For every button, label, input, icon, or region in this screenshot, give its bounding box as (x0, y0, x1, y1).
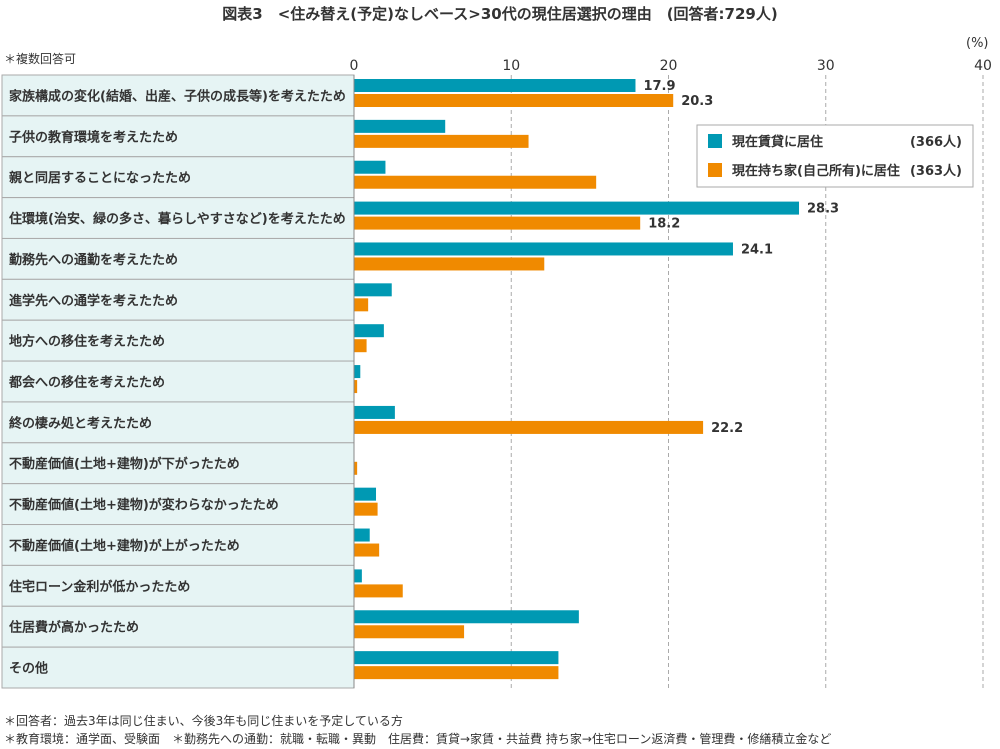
legend-count: (366人) (910, 134, 962, 150)
unit-label: (%) (966, 36, 989, 51)
bar-rental (354, 242, 733, 256)
category-label: 住環境(治安、緑の多さ、暮らしやすさなど)を考えたため (9, 211, 346, 227)
bar-owned (354, 625, 465, 639)
legend-label: 現在持ち家(自己所有)に居住 (732, 163, 900, 179)
category-label: 住居費が高かったため (9, 620, 139, 636)
bar-rental (354, 569, 362, 583)
category-cell (1, 401, 355, 444)
bar-owned (354, 216, 641, 230)
bar-owned (354, 257, 545, 271)
category-cell (1, 197, 355, 239)
category-label: 終の棲み処と考えたため (9, 415, 152, 431)
data-label: 28.3 (807, 202, 839, 217)
bar-rental (354, 651, 559, 665)
category-label: 親と同居することになったため (9, 170, 191, 186)
category-label: 勤務先への通勤を考えたため (9, 252, 178, 268)
category-label: 家族構成の変化(結婚、出産、子供の成長等)を考えたため (9, 88, 346, 104)
legend-count: (363人) (910, 163, 962, 179)
data-label: 17.9 (643, 79, 675, 94)
bar-owned (354, 380, 358, 394)
legend-label: 現在賃貸に居住 (732, 134, 823, 150)
category-label: 不動産価値(土地+建物)が変わらなかったため (9, 497, 279, 513)
bar-rental (354, 283, 392, 297)
bar-rental (354, 324, 384, 338)
category-cell (1, 442, 355, 485)
category-label: 住宅ローン金利が低かったため (9, 579, 190, 595)
category-label: 不動産価値(土地+建物)が上がったため (9, 538, 240, 554)
category-cell (1, 564, 355, 607)
data-label: 24.1 (741, 242, 773, 257)
category-label: 進学先への通学を考えたため (9, 293, 178, 309)
bar-rental (354, 405, 395, 419)
tick-label: 10 (502, 58, 520, 74)
bar-owned (354, 543, 380, 557)
legend (696, 124, 974, 188)
bar-rental (354, 365, 361, 379)
bar-rental (354, 160, 386, 174)
bar-owned (354, 134, 529, 148)
bar-owned (354, 584, 403, 598)
bar-owned (354, 502, 378, 516)
footnote-1: ＊回答者：過去3年は同じ住まい、今後3年も同じ住まいを予定している方 (4, 714, 403, 728)
category-cell (1, 319, 355, 362)
footnote-2: ＊教育環境：通学面、受験面 ＊勤務先への通勤：就職・転職・異動 住居費：賃貸→家… (4, 732, 832, 746)
bar-rental (354, 610, 579, 624)
tick-label: 30 (817, 58, 835, 74)
bar-rental (354, 119, 446, 133)
category-cell (1, 278, 355, 321)
bar-owned (354, 420, 704, 434)
category-cell (1, 237, 355, 280)
category-label: 地方への移住を考えたため (9, 334, 165, 350)
category-cell (1, 483, 355, 526)
category-cell (1, 74, 355, 117)
tick-label: 40 (974, 58, 992, 74)
category-cell (1, 524, 355, 566)
tick-label: 0 (350, 58, 359, 74)
legend-swatch (708, 134, 722, 148)
bar-rental (354, 528, 370, 542)
bar-owned (354, 461, 358, 475)
bar-owned (354, 339, 367, 353)
category-label: その他 (9, 661, 48, 677)
bar-owned (354, 94, 674, 107)
multiple-answer-note: ＊複数回答可 (4, 52, 77, 66)
tick-label: 20 (660, 58, 678, 74)
category-label: 子供の教育環境を考えたため (9, 129, 178, 145)
bar-owned (354, 298, 369, 312)
category-cell (1, 605, 355, 648)
data-label: 20.3 (681, 94, 713, 109)
category-cell (1, 646, 355, 689)
bar-owned (354, 666, 559, 680)
legend-swatch (708, 163, 722, 177)
category-label: 都会への移住を考えたため (8, 375, 165, 391)
data-label: 18.2 (648, 217, 680, 232)
bar-owned (354, 175, 597, 189)
bar-rental (354, 487, 377, 501)
chart-title: 図表3 <住み替え(予定)なしベース>30代の現住居選択の理由 (回答者:729… (222, 5, 778, 23)
bar-rental (354, 201, 800, 215)
data-label: 22.2 (711, 421, 743, 436)
category-cell (1, 156, 355, 199)
bar-rental (354, 79, 636, 92)
category-label: 不動産価値(土地+建物)が下がったため (9, 456, 240, 472)
